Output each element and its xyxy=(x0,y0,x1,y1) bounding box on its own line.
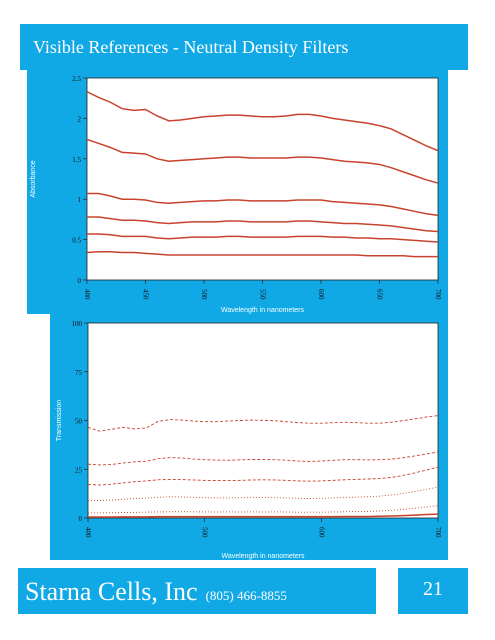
y-tick-label: 100 xyxy=(72,320,83,328)
series-line-5 xyxy=(87,233,439,243)
y-tick-label: 1 xyxy=(78,196,82,204)
y-tick-label: 0 xyxy=(78,277,82,285)
plot-area xyxy=(87,322,439,519)
series-line-6 xyxy=(88,513,439,518)
y-tick-label: 75 xyxy=(75,369,83,377)
series-line-3 xyxy=(87,466,439,486)
series-line-4 xyxy=(87,486,439,502)
phone-number: (805) 466-8855 xyxy=(205,588,287,603)
y-tick-label: 2 xyxy=(78,115,82,123)
x-tick-label: 650 xyxy=(376,289,384,300)
x-tick-label: 550 xyxy=(259,289,267,300)
x-tick-label: 700 xyxy=(434,527,442,538)
series-line-4 xyxy=(87,216,439,233)
x-tick-label: 600 xyxy=(317,527,325,538)
series-line-3 xyxy=(87,192,439,217)
chart-svg: 0 0.5 1 1.5 2 2.5 400 450 500 550 600 650 700 Wavelen… xyxy=(30,75,442,314)
x-tick-label: 450 xyxy=(142,289,150,300)
x-tick-label: 400 xyxy=(83,289,91,300)
y-axis-label: Transmission xyxy=(56,400,63,441)
footer-bar: Starna Cells, Inc (805) 466-8855 xyxy=(18,568,376,614)
x-tick-label: 500 xyxy=(201,527,209,538)
y-tick-label: 2.5 xyxy=(72,75,81,83)
page-title: Visible References - Neutral Density Fil… xyxy=(33,37,349,57)
plot-area xyxy=(86,77,439,281)
series-line-6 xyxy=(86,250,438,258)
page-number: 21 xyxy=(423,578,443,600)
absorbance-chart: 0 0.5 1 1.5 2 2.5 400 450 500 550 600 650 700 Wavelen… xyxy=(27,70,448,314)
x-tick-label: 400 xyxy=(84,527,92,538)
x-tick-label: 500 xyxy=(200,289,208,300)
transmission-chart: 0 25 50 75 100 400 500 600 700 Wavelength in nano… xyxy=(50,314,448,560)
company-name-text: Starna Cells, Inc xyxy=(25,577,198,606)
header-bar: Visible References - Neutral Density Fil… xyxy=(20,24,468,70)
company-name: Starna Cells, Inc (805) 466-8855 xyxy=(25,577,287,607)
x-tick-label: 600 xyxy=(317,289,325,300)
y-tick-label: 50 xyxy=(75,418,83,426)
chart-svg: 0 25 50 75 100 400 500 600 700 Wavelength in nano… xyxy=(56,320,442,560)
y-tick-label: 0 xyxy=(79,515,83,523)
y-axis-label: Absorbance xyxy=(30,160,37,197)
series-line-2 xyxy=(87,451,439,466)
y-tick-label: 0.5 xyxy=(72,237,81,245)
x-tick-label: 700 xyxy=(434,289,442,300)
x-axis-label: Wavelength in nanometers xyxy=(221,307,305,314)
y-tick-label: 1.5 xyxy=(72,156,81,164)
y-tick-label: 25 xyxy=(75,466,83,474)
series-line-5 xyxy=(88,505,439,514)
series-line-2 xyxy=(86,138,439,184)
page-number-box: 21 xyxy=(398,568,468,614)
x-axis-label: Wavelength in nanometers xyxy=(221,553,305,560)
series-line-1 xyxy=(86,91,439,152)
